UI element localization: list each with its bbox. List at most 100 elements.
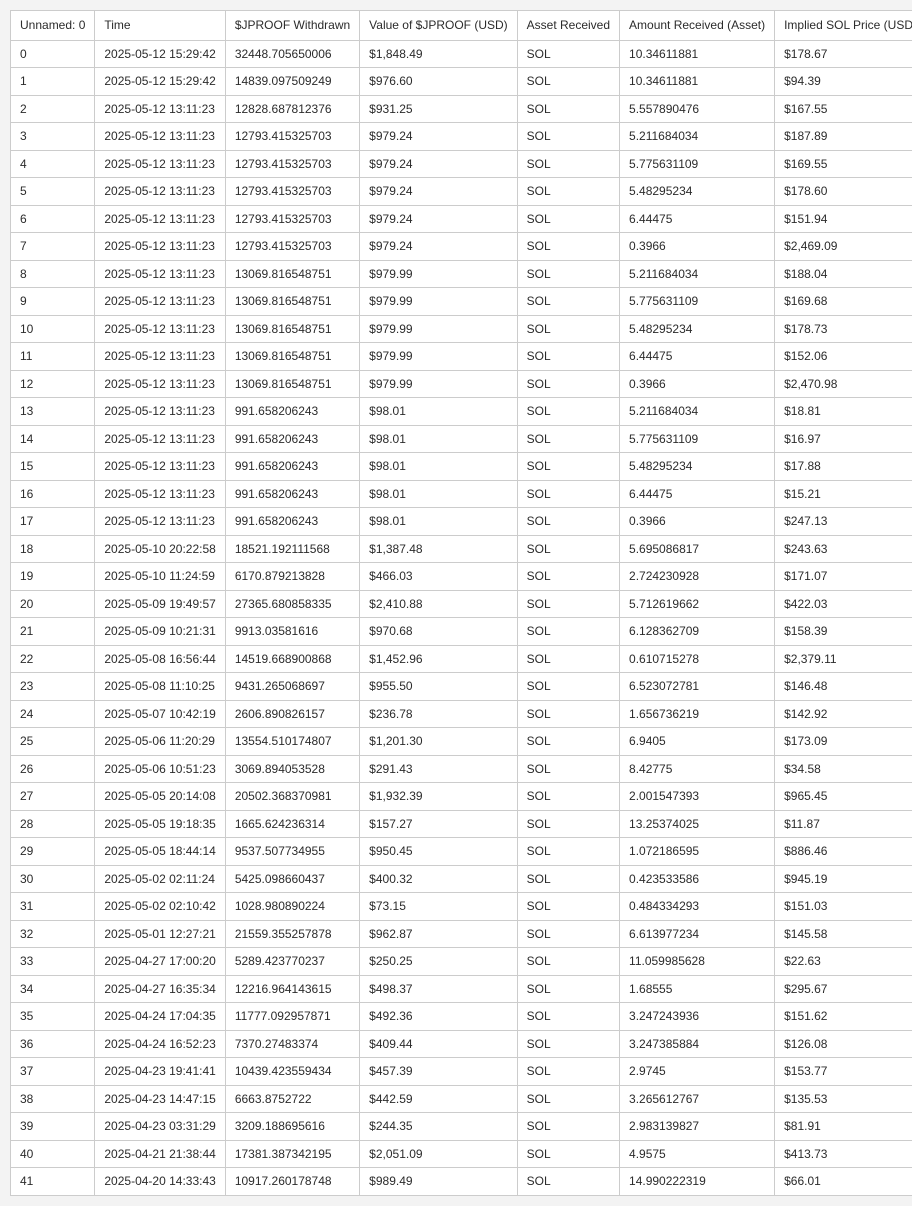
table-cell: 2.9745 [620, 1058, 775, 1086]
table-cell: 991.658206243 [225, 453, 359, 481]
table-cell: SOL [517, 260, 619, 288]
table-cell: $188.04 [775, 260, 912, 288]
table-cell: 3.247385884 [620, 1030, 775, 1058]
table-cell: 17381.387342195 [225, 1140, 359, 1168]
table-cell: 3.265612767 [620, 1085, 775, 1113]
table-cell: $151.94 [775, 205, 912, 233]
table-cell: 991.658206243 [225, 425, 359, 453]
column-header: Time [95, 11, 225, 41]
table-cell: 991.658206243 [225, 508, 359, 536]
column-header: $JPROOF Withdrawn [225, 11, 359, 41]
table-cell: $979.99 [360, 260, 517, 288]
table-cell: 2606.890826157 [225, 700, 359, 728]
table-cell: 2 [11, 95, 95, 123]
table-cell: $135.53 [775, 1085, 912, 1113]
table-cell: SOL [517, 728, 619, 756]
table-cell: 0.3966 [620, 508, 775, 536]
table-cell: 2025-04-23 03:31:29 [95, 1113, 225, 1141]
table-cell: 2025-05-02 02:10:42 [95, 893, 225, 921]
table-cell: SOL [517, 343, 619, 371]
table-cell: $931.25 [360, 95, 517, 123]
table-cell: 2025-05-12 13:11:23 [95, 315, 225, 343]
table-cell: SOL [517, 783, 619, 811]
table-cell: 33 [11, 948, 95, 976]
table-cell: 27365.680858335 [225, 590, 359, 618]
table-cell: 14839.097509249 [225, 68, 359, 96]
table-cell: 6 [11, 205, 95, 233]
table-cell: 2025-05-09 10:21:31 [95, 618, 225, 646]
table-cell: 31 [11, 893, 95, 921]
table-cell: 2025-05-12 13:11:23 [95, 425, 225, 453]
table-cell: 26 [11, 755, 95, 783]
table-cell: 10 [11, 315, 95, 343]
table-cell: 40 [11, 1140, 95, 1168]
table-cell: $158.39 [775, 618, 912, 646]
table-cell: 4.9575 [620, 1140, 775, 1168]
table-cell: 2025-05-12 13:11:23 [95, 260, 225, 288]
table-cell: $18.81 [775, 398, 912, 426]
table-cell: 32 [11, 920, 95, 948]
table-cell: 9431.265068697 [225, 673, 359, 701]
table-cell: $979.99 [360, 343, 517, 371]
table-cell: 2025-05-12 13:11:23 [95, 233, 225, 261]
table-cell: $145.58 [775, 920, 912, 948]
table-cell: SOL [517, 1058, 619, 1086]
table-cell: $2,469.09 [775, 233, 912, 261]
table-cell: $98.01 [360, 453, 517, 481]
table-cell: 34 [11, 975, 95, 1003]
column-header: Asset Received [517, 11, 619, 41]
table-cell: 991.658206243 [225, 480, 359, 508]
table-cell: 0.610715278 [620, 645, 775, 673]
column-header: Implied SOL Price (USD) [775, 11, 912, 41]
table-cell: $169.55 [775, 150, 912, 178]
table-cell: $965.45 [775, 783, 912, 811]
table-cell: $22.63 [775, 948, 912, 976]
table-cell: SOL [517, 150, 619, 178]
table-cell: 2025-05-02 02:11:24 [95, 865, 225, 893]
table-cell: 5.211684034 [620, 260, 775, 288]
table-cell: 5.712619662 [620, 590, 775, 618]
table-cell: 22 [11, 645, 95, 673]
table-cell: 18 [11, 535, 95, 563]
table-cell: 2025-05-05 18:44:14 [95, 838, 225, 866]
table-cell: 13069.816548751 [225, 260, 359, 288]
table-cell: SOL [517, 1140, 619, 1168]
table-cell: $457.39 [360, 1058, 517, 1086]
table-cell: SOL [517, 480, 619, 508]
table-cell: $945.19 [775, 865, 912, 893]
table-cell: 23 [11, 673, 95, 701]
table-cell: 37 [11, 1058, 95, 1086]
table-cell: 0.423533586 [620, 865, 775, 893]
table-cell: 12828.687812376 [225, 95, 359, 123]
table-cell: 5.48295234 [620, 315, 775, 343]
table-cell: 5.775631109 [620, 425, 775, 453]
table-cell: 5.48295234 [620, 178, 775, 206]
table-cell: 15 [11, 453, 95, 481]
table-cell: 2025-04-21 21:38:44 [95, 1140, 225, 1168]
table-cell: 9 [11, 288, 95, 316]
table-cell: 0.484334293 [620, 893, 775, 921]
table-cell: 2025-05-12 13:11:23 [95, 123, 225, 151]
table-cell: $98.01 [360, 425, 517, 453]
table-cell: 3069.894053528 [225, 755, 359, 783]
table-cell: 7370.27483374 [225, 1030, 359, 1058]
table-cell: $178.67 [775, 40, 912, 68]
table-cell: 5.695086817 [620, 535, 775, 563]
table-cell: 1665.624236314 [225, 810, 359, 838]
table-cell: 14 [11, 425, 95, 453]
table-cell: 2025-04-27 16:35:34 [95, 975, 225, 1003]
table-cell: SOL [517, 508, 619, 536]
table-cell: SOL [517, 95, 619, 123]
table-cell: SOL [517, 1085, 619, 1113]
